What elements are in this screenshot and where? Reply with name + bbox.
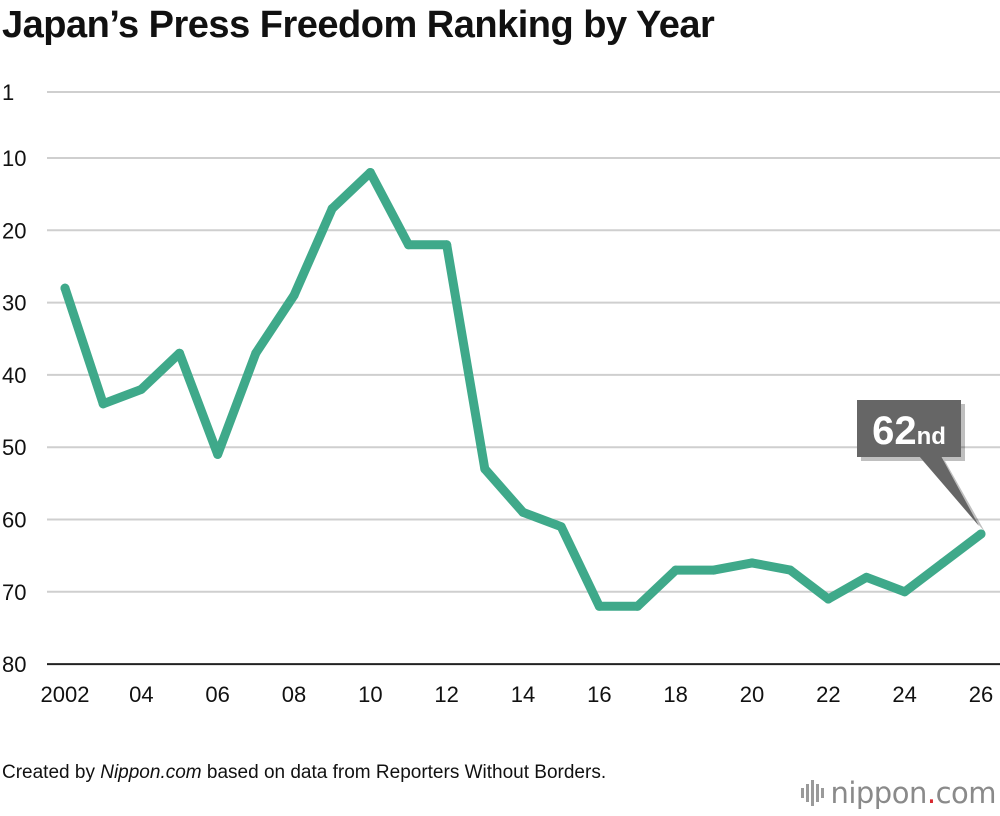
logo-tld: com [935, 776, 997, 810]
y-tick-label: 50 [2, 435, 26, 460]
y-tick-label: 80 [2, 652, 26, 677]
x-tick-label: 18 [663, 682, 687, 707]
data-point [976, 529, 986, 539]
data-point [365, 167, 375, 177]
x-tick-label: 04 [129, 682, 153, 707]
data-point [289, 290, 299, 300]
data-point [900, 587, 910, 597]
data-point [862, 572, 871, 582]
x-tick-label: 22 [816, 682, 840, 707]
x-tick-label: 20 [740, 682, 764, 707]
data-point [556, 522, 566, 532]
data-point [136, 384, 146, 394]
credit-site: Nippon.com [100, 762, 202, 783]
data-point [633, 601, 642, 611]
data-point [938, 558, 948, 568]
nippon-logo: nippon.com [801, 776, 997, 810]
x-tick-label: 06 [205, 682, 229, 707]
y-tick-label: 40 [2, 363, 26, 388]
y-tick-label: 10 [2, 146, 26, 171]
x-tick-label: 14 [511, 682, 535, 707]
source-credit: Created by Nippon.com based on data from… [2, 760, 642, 785]
x-tick-label: 10 [358, 682, 382, 707]
y-tick-label: 1 [2, 80, 14, 105]
x-tick-label: 2002 [41, 682, 90, 707]
data-point [98, 399, 108, 409]
data-point [251, 348, 261, 358]
data-point [823, 594, 833, 604]
y-tick-label: 30 [2, 291, 26, 316]
callout-rank-suffix: nd [917, 423, 946, 450]
y-tick-label: 70 [2, 580, 26, 605]
callout-label: 62nd [872, 409, 946, 453]
data-point [747, 558, 757, 568]
data-point [60, 283, 70, 293]
x-tick-label: 16 [587, 682, 611, 707]
x-tick-label: 12 [434, 682, 458, 707]
data-point [442, 240, 452, 250]
data-point [480, 464, 490, 474]
callout-box [857, 400, 961, 457]
chart-title: Japan’s Press Freedom Ranking by Year [2, 4, 715, 46]
logo-dot: . [926, 776, 936, 810]
x-tick-label: 08 [282, 682, 306, 707]
data-point [709, 565, 719, 575]
x-tick-label: 24 [892, 682, 916, 707]
credit-suffix: based on data from Reporters Without Bor… [201, 762, 607, 783]
y-tick-label: 60 [2, 508, 26, 533]
line-chart: 1 10 20 30 40 50 60 70 80 2002 04 06 08 10 12 14 16 18 20 2… [2, 80, 1000, 707]
data-point [671, 565, 681, 575]
data-point [404, 240, 413, 250]
series-line [60, 168, 986, 611]
callout-pointer [919, 456, 979, 526]
data-point [175, 348, 184, 358]
callout-rank-number: 62 [872, 409, 917, 453]
data-point [594, 601, 604, 611]
x-tick-label: 26 [969, 682, 993, 707]
y-tick-label: 20 [2, 218, 26, 243]
rank-callout: 62nd [857, 400, 985, 532]
data-point [327, 204, 337, 214]
logo-bars-icon [801, 779, 825, 807]
logo-word: nippon [830, 776, 927, 810]
data-point [518, 507, 528, 517]
data-point [213, 449, 223, 459]
credit-prefix: Created by [2, 762, 101, 783]
data-point [785, 565, 795, 575]
